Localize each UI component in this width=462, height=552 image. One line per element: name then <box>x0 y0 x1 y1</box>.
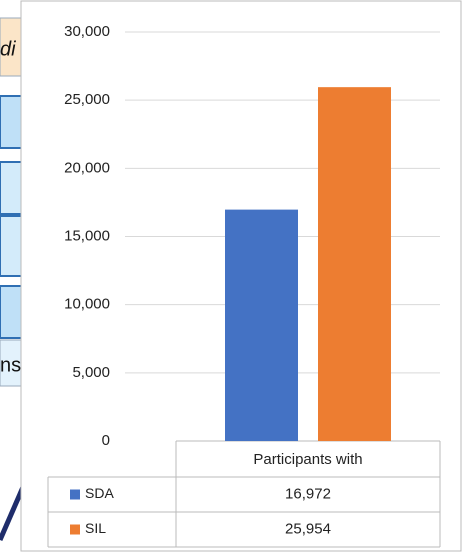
y-tick-label: 25,000 <box>64 91 110 108</box>
bar <box>225 209 298 441</box>
data-table-value: 25,954 <box>285 520 331 537</box>
blue-box <box>0 95 23 149</box>
plot: 0 5,000 10,000 15,000 20,000 25,000 30,000 Part… <box>47 23 441 548</box>
legend-swatch <box>70 489 80 500</box>
legend-label: SIL <box>85 520 106 536</box>
data-table-value: 16,972 <box>285 485 331 502</box>
legend-label: SDA <box>85 485 114 501</box>
y-tick-label: 20,000 <box>64 159 110 176</box>
fragment-text: di <box>0 38 16 60</box>
background-fragments: di ns <box>0 17 43 541</box>
fragment-text: ns <box>0 354 21 376</box>
x-tick-label: Participants with <box>253 451 362 468</box>
y-tick-label: 30,000 <box>64 23 110 40</box>
legend-swatch <box>70 524 80 535</box>
y-tick-label: 5,000 <box>72 364 110 381</box>
y-tick-label: 15,000 <box>64 227 110 244</box>
bar <box>318 87 391 442</box>
y-tick-label: 10,000 <box>64 296 110 313</box>
blue-box <box>0 285 23 339</box>
blue-box <box>0 215 23 277</box>
y-tick-label: 0 <box>102 432 110 449</box>
blue-box <box>0 161 23 215</box>
